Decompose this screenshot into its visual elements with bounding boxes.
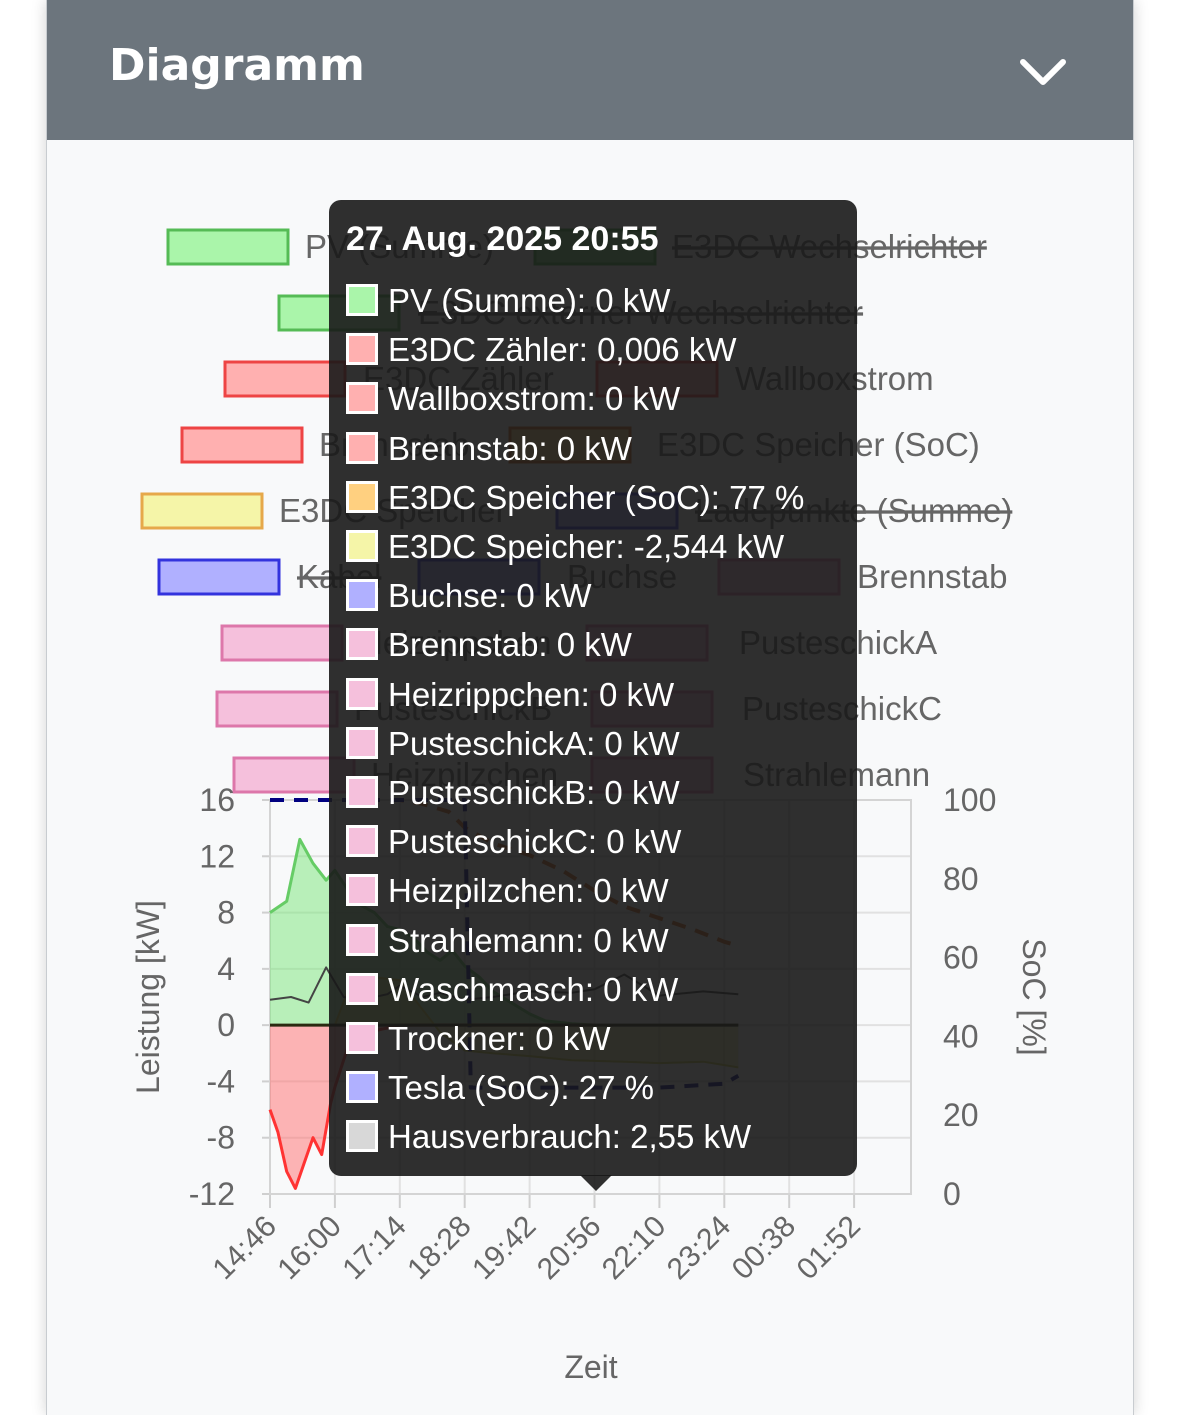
tooltip-swatch-fill [349,631,375,658]
diagram-card: Diagramm PV (Summe)E3DC WechselrichterE3… [46,0,1134,1415]
tooltip-row-text: Hausverbrauch: 2,55 kW [388,1118,752,1156]
x-tick-label: 20:56 [531,1210,607,1286]
tooltip-swatch [346,1120,378,1153]
x-tick-label: 18:28 [401,1210,477,1286]
tooltip-row-text: Heizrippchen: 0 kW [388,675,675,713]
tooltip-row-text: E3DC Zähler: 0,006 kW [388,331,737,369]
x-tick-label: 16:00 [271,1210,347,1286]
x-tick-label: 17:14 [336,1210,412,1286]
tooltip-swatch-fill [349,828,375,855]
tooltip-swatch [346,480,378,513]
legend-swatch [180,426,304,464]
tooltip-swatch-fill [349,434,375,461]
y-tick-label: -8 [207,1120,235,1156]
tooltip-row-text: Strahlemann: 0 kW [388,921,669,959]
tooltip-swatch-fill [349,729,375,756]
x-tick-label: 22:10 [596,1210,672,1286]
tooltip-row-text: PusteschickC: 0 kW [388,823,682,861]
y2-tick-label: 40 [943,1018,979,1054]
legend-swatch [157,558,281,596]
series-area [270,1025,595,1189]
tooltip-swatch-fill [349,680,375,707]
tooltip-swatch [346,284,378,316]
y-tick-label: 12 [199,838,235,874]
tooltip-swatch-fill [349,582,375,609]
collapse-button[interactable] [1015,44,1071,100]
x-tick-label: 00:38 [726,1210,802,1286]
tooltip-row-text: E3DC Speicher (SoC): 77 % [388,478,805,516]
legend-swatch [140,492,264,530]
y-tick-label: 16 [199,782,235,818]
y2-tick-label: 100 [943,782,996,818]
legend-swatch [166,228,290,266]
tooltip-swatch-fill [349,385,375,412]
tooltip-swatch-fill [349,1123,375,1150]
tooltip-row-text: Brennstab: 0 kW [388,429,632,467]
tooltip-swatch [346,874,378,907]
y-axis-title: Leistung [kW] [130,900,166,1094]
x-tick-label: 01:52 [791,1210,867,1286]
tooltip-title: 27. Aug. 2025 20:55 [346,220,659,258]
tooltip-row-text: Tesla (SoC): 27 % [388,1069,654,1107]
tooltip-swatch [346,923,378,956]
tooltip-row-text: Waschmasch: 0 kW [388,970,679,1008]
tooltip-swatch [346,972,378,1005]
y-tick-label: 8 [217,895,235,931]
tooltip-swatch [346,579,378,612]
legend-label: Brennstab [857,558,1007,595]
legend-swatch [220,624,344,662]
y2-tick-label: 60 [943,940,979,976]
y2-tick-label: 20 [943,1097,979,1133]
card-title: Diagramm [109,40,365,91]
y-tick-label: -4 [207,1063,235,1099]
y-tick-label: 0 [217,1007,235,1043]
legend-swatch [223,360,347,398]
tooltip-row-text: PusteschickA: 0 kW [388,724,680,762]
x-tick-label: 23:24 [661,1210,737,1286]
tooltip-swatch [346,726,378,759]
tooltip-swatch [346,628,378,661]
tooltip-swatch-fill [349,336,375,363]
tooltip-swatch-fill [349,975,375,1002]
x-tick-label: 14:46 [207,1210,283,1286]
x-tick-label: 19:42 [466,1210,542,1286]
tooltip-caret [580,1175,612,1191]
y2-tick-label: 0 [943,1176,961,1212]
tooltip-swatch [346,1071,378,1104]
y2-tick-label: 80 [943,861,979,897]
tooltip-swatch [346,530,378,562]
tooltip-row-text: Wallboxstrom: 0 kW [388,380,681,418]
tooltip-swatch [346,825,378,858]
tooltip-swatch-fill [349,926,375,953]
chevron-down-icon [1020,59,1066,85]
card-header[interactable]: Diagramm [47,0,1133,140]
chart-tooltip: 27. Aug. 2025 20:55 PV (Summe): 0 kW E3DC… [329,200,857,1176]
tooltip-swatch [346,382,378,415]
tooltip-swatch-fill [349,877,375,904]
tooltip-row-text: Heizpilzchen: 0 kW [388,872,669,910]
tooltip-swatch-fill [349,287,375,313]
tooltip-row-text: Brennstab: 0 kW [388,626,632,664]
tooltip-row-text: Buchse: 0 kW [388,577,592,615]
x-axis-title: Zeit [564,1349,617,1385]
tooltip-swatch [346,431,378,464]
legend-swatch [215,690,339,728]
tooltip-swatch-fill [349,1025,375,1051]
tooltip-swatch [346,677,378,710]
y-tick-label: -12 [189,1176,235,1212]
tooltip-swatch [346,333,378,366]
y-tick-label: 4 [217,951,235,987]
tooltip-row-text: PV (Summe): 0 kW [388,282,671,319]
y2-axis-title: SoC [%] [1016,938,1052,1055]
tooltip-swatch-fill [349,1074,375,1101]
tooltip-swatch-fill [349,483,375,510]
tooltip-swatch-fill [349,779,375,805]
tooltip-swatch-fill [349,533,375,559]
tooltip-row-text: PusteschickB: 0 kW [388,774,680,811]
tooltip-row-text: E3DC Speicher: -2,544 kW [388,528,785,565]
tooltip-swatch [346,1022,378,1054]
tooltip-row-text: Trockner: 0 kW [388,1020,611,1057]
tooltip-swatch [346,776,378,808]
